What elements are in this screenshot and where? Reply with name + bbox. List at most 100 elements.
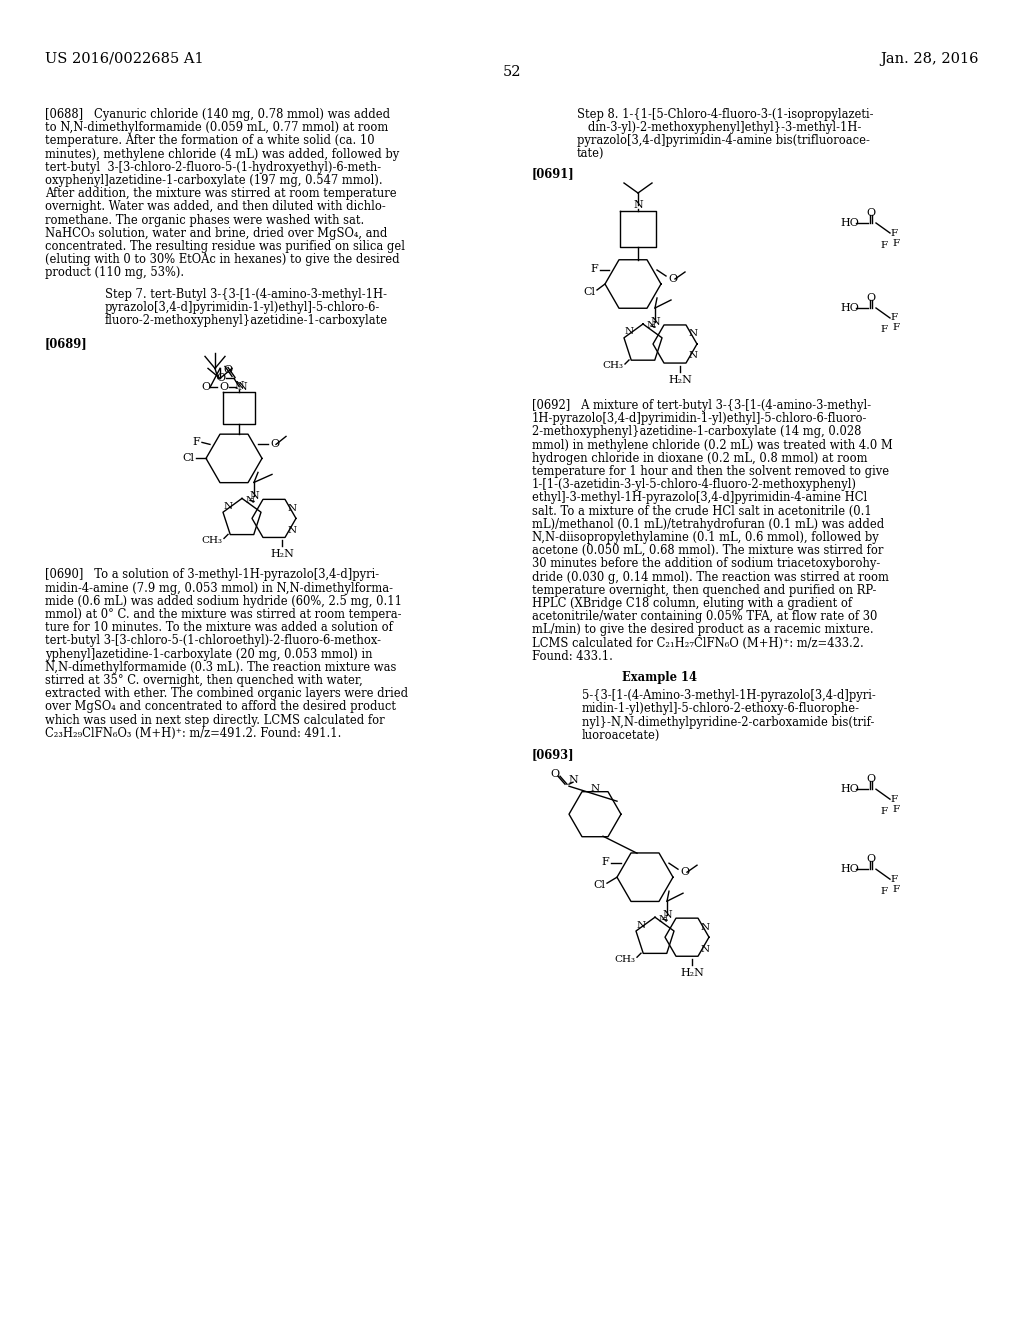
Text: CH₃: CH₃ [614, 954, 635, 964]
Text: Found: 433.1.: Found: 433.1. [532, 649, 613, 663]
Text: mmol) in methylene chloride (0.2 mL) was treated with 4.0 M: mmol) in methylene chloride (0.2 mL) was… [532, 438, 893, 451]
Text: H₂N: H₂N [270, 549, 294, 560]
Text: H₂N: H₂N [680, 968, 703, 978]
Text: N: N [633, 201, 643, 210]
Text: Step 8. 1-{1-[5-Chloro-4-fluoro-3-(1-isopropylazeti-: Step 8. 1-{1-[5-Chloro-4-fluoro-3-(1-iso… [577, 108, 873, 121]
Text: O: O [866, 293, 876, 304]
Text: F: F [601, 857, 609, 867]
Text: US 2016/0022685 A1: US 2016/0022685 A1 [45, 51, 204, 66]
Text: F: F [892, 805, 899, 813]
Text: ture for 10 minutes. To the mixture was added a solution of: ture for 10 minutes. To the mixture was … [45, 622, 393, 634]
Text: [0692]   A mixture of tert-butyl 3-{3-[1-(4-amino-3-methyl-: [0692] A mixture of tert-butyl 3-{3-[1-(… [532, 399, 871, 412]
Text: overnight. Water was added, and then diluted with dichlo-: overnight. Water was added, and then dil… [45, 201, 386, 214]
Text: mide (0.6 mL) was added sodium hydride (60%, 2.5 mg, 0.11: mide (0.6 mL) was added sodium hydride (… [45, 595, 402, 607]
Text: O: O [866, 209, 876, 218]
Text: F: F [590, 264, 598, 275]
Text: N: N [688, 351, 697, 360]
Text: (eluting with 0 to 30% EtOAc in hexanes) to give the desired: (eluting with 0 to 30% EtOAc in hexanes)… [45, 253, 399, 267]
Text: romethane. The organic phases were washed with sat.: romethane. The organic phases were washe… [45, 214, 365, 227]
Text: mmol) at 0° C. and the mixture was stirred at room tempera-: mmol) at 0° C. and the mixture was stirr… [45, 609, 401, 620]
Text: nyl}-N,N-dimethylpyridine-2-carboxamide bis(trif-: nyl}-N,N-dimethylpyridine-2-carboxamide … [582, 715, 874, 729]
Text: N: N [637, 921, 645, 929]
Text: HO: HO [840, 304, 859, 313]
Text: mL/min) to give the desired product as a racemic mixture.: mL/min) to give the desired product as a… [532, 623, 873, 636]
Text: O: O [668, 275, 677, 284]
Text: 1H-pyrazolo[3,4-d]pyrimidin-1-yl)ethyl]-5-chloro-6-fluoro-: 1H-pyrazolo[3,4-d]pyrimidin-1-yl)ethyl]-… [532, 412, 867, 425]
Text: [0689]: [0689] [45, 337, 88, 350]
Text: extracted with ether. The combined organic layers were dried: extracted with ether. The combined organ… [45, 688, 409, 700]
Text: product (110 mg, 53%).: product (110 mg, 53%). [45, 267, 184, 280]
Text: temperature for 1 hour and then the solvent removed to give: temperature for 1 hour and then the solv… [532, 465, 889, 478]
Text: O: O [866, 854, 876, 865]
Text: mL)/methanol (0.1 mL)/tetrahydrofuran (0.1 mL) was added: mL)/methanol (0.1 mL)/tetrahydrofuran (0… [532, 517, 885, 531]
Text: din-3-yl)-2-methoxyphenyl]ethyl}-3-methyl-1H-: din-3-yl)-2-methoxyphenyl]ethyl}-3-methy… [577, 121, 861, 135]
Text: N: N [234, 381, 244, 392]
Text: O: O [551, 770, 559, 779]
Text: tate): tate) [577, 148, 604, 161]
Text: After addition, the mixture was stirred at room temperature: After addition, the mixture was stirred … [45, 187, 396, 201]
Text: N: N [223, 502, 232, 511]
Text: N: N [658, 915, 668, 924]
Text: F: F [892, 239, 899, 248]
Text: O: O [219, 383, 228, 392]
Text: 2-methoxyphenyl}azetidine-1-carboxylate (14 mg, 0.028: 2-methoxyphenyl}azetidine-1-carboxylate … [532, 425, 861, 438]
Text: tert-butyl  3-[3-chloro-2-fluoro-5-(1-hydroxyethyl)-6-meth-: tert-butyl 3-[3-chloro-2-fluoro-5-(1-hyd… [45, 161, 381, 174]
Text: F: F [892, 884, 899, 894]
Text: N: N [288, 504, 297, 513]
Text: F: F [880, 887, 887, 896]
Text: over MgSO₄ and concentrated to afford the desired product: over MgSO₄ and concentrated to afford th… [45, 701, 396, 713]
Text: N: N [238, 383, 247, 392]
Text: oxyphenyl]azetidine-1-carboxylate (197 mg, 0.547 mmol).: oxyphenyl]azetidine-1-carboxylate (197 m… [45, 174, 383, 187]
Text: F: F [890, 228, 897, 238]
Text: O: O [866, 775, 876, 784]
Text: [0690]   To a solution of 3-methyl-1H-pyrazolo[3,4-d]pyri-: [0690] To a solution of 3-methyl-1H-pyra… [45, 569, 379, 581]
Text: N: N [591, 784, 600, 793]
Text: F: F [890, 314, 897, 322]
Text: acetone (0.050 mL, 0.68 mmol). The mixture was stirred for: acetone (0.050 mL, 0.68 mmol). The mixtu… [532, 544, 884, 557]
Text: fluoro-2-methoxyphenyl}azetidine-1-carboxylate: fluoro-2-methoxyphenyl}azetidine-1-carbo… [105, 314, 388, 327]
Text: N: N [650, 317, 659, 327]
Text: temperature. After the formation of a white solid (ca. 10: temperature. After the formation of a wh… [45, 135, 375, 148]
Text: N: N [288, 525, 297, 535]
Text: N: N [688, 330, 697, 338]
Text: NaHCO₃ solution, water and brine, dried over MgSO₄, and: NaHCO₃ solution, water and brine, dried … [45, 227, 387, 240]
Text: to N,N-dimethylformamide (0.059 mL, 0.77 mmol) at room: to N,N-dimethylformamide (0.059 mL, 0.77… [45, 121, 388, 135]
Text: midin-4-amine (7.9 mg, 0.053 mmol) in N,N-dimethylforma-: midin-4-amine (7.9 mg, 0.053 mmol) in N,… [45, 582, 393, 594]
Text: N: N [700, 923, 710, 932]
Text: minutes), methylene chloride (4 mL) was added, followed by: minutes), methylene chloride (4 mL) was … [45, 148, 399, 161]
Text: ethyl]-3-methyl-1H-pyrazolo[3,4-d]pyrimidin-4-amine HCl: ethyl]-3-methyl-1H-pyrazolo[3,4-d]pyrimi… [532, 491, 867, 504]
Text: acetonitrile/water containing 0.05% TFA, at flow rate of 30: acetonitrile/water containing 0.05% TFA,… [532, 610, 878, 623]
Text: F: F [890, 795, 897, 804]
Text: HO: HO [840, 865, 859, 874]
Text: LCMS calculated for C₂₁H₂₇ClFN₆O (M+H)⁺: m/z=433.2.: LCMS calculated for C₂₁H₂₇ClFN₆O (M+H)⁺:… [532, 636, 864, 649]
Text: HPLC (XBridge C18 column, eluting with a gradient of: HPLC (XBridge C18 column, eluting with a… [532, 597, 852, 610]
Text: N: N [646, 322, 655, 330]
Text: 52: 52 [503, 65, 521, 79]
Text: temperature overnight, then quenched and purified on RP-: temperature overnight, then quenched and… [532, 583, 877, 597]
Text: C₂₃H₂₉ClFN₆O₃ (M+H)⁺: m/z=491.2. Found: 491.1.: C₂₃H₂₉ClFN₆O₃ (M+H)⁺: m/z=491.2. Found: … [45, 727, 341, 739]
Text: O: O [270, 440, 280, 449]
Text: N: N [246, 496, 255, 504]
Text: N,N-diisopropylethylamine (0.1 mL, 0.6 mmol), followed by: N,N-diisopropylethylamine (0.1 mL, 0.6 m… [532, 531, 879, 544]
Text: N: N [568, 775, 578, 785]
Text: salt. To a mixture of the crude HCl salt in acetonitrile (0.1: salt. To a mixture of the crude HCl salt… [532, 504, 871, 517]
Text: Jan. 28, 2016: Jan. 28, 2016 [881, 51, 979, 66]
Text: F: F [880, 240, 887, 249]
Text: N,N-dimethylformamide (0.3 mL). The reaction mixture was: N,N-dimethylformamide (0.3 mL). The reac… [45, 661, 396, 673]
Text: N: N [625, 327, 634, 337]
Text: yphenyl]azetidine-1-carboxylate (20 mg, 0.053 mmol) in: yphenyl]azetidine-1-carboxylate (20 mg, … [45, 648, 373, 660]
Text: F: F [880, 326, 887, 334]
Text: [0691]: [0691] [532, 166, 574, 180]
Text: Cl: Cl [593, 880, 605, 890]
Text: CH₃: CH₃ [201, 536, 222, 545]
Text: [0693]: [0693] [532, 748, 574, 762]
Text: hydrogen chloride in dioxane (0.2 mL, 0.8 mmol) at room: hydrogen chloride in dioxane (0.2 mL, 0.… [532, 451, 867, 465]
Text: pyrazolo[3,4-d]pyrimidin-1-yl)ethyl]-5-chloro-6-: pyrazolo[3,4-d]pyrimidin-1-yl)ethyl]-5-c… [105, 301, 380, 314]
Text: Cl: Cl [583, 286, 595, 297]
Text: pyrazolo[3,4-d]pyrimidin-4-amine bis(trifluoroace-: pyrazolo[3,4-d]pyrimidin-4-amine bis(tri… [577, 135, 869, 148]
Text: HO: HO [840, 784, 859, 795]
Text: 30 minutes before the addition of sodium triacetoxyborohy-: 30 minutes before the addition of sodium… [532, 557, 881, 570]
Text: Cl: Cl [182, 453, 194, 463]
Text: F: F [892, 323, 899, 333]
Text: concentrated. The resulting residue was purified on silica gel: concentrated. The resulting residue was … [45, 240, 406, 253]
